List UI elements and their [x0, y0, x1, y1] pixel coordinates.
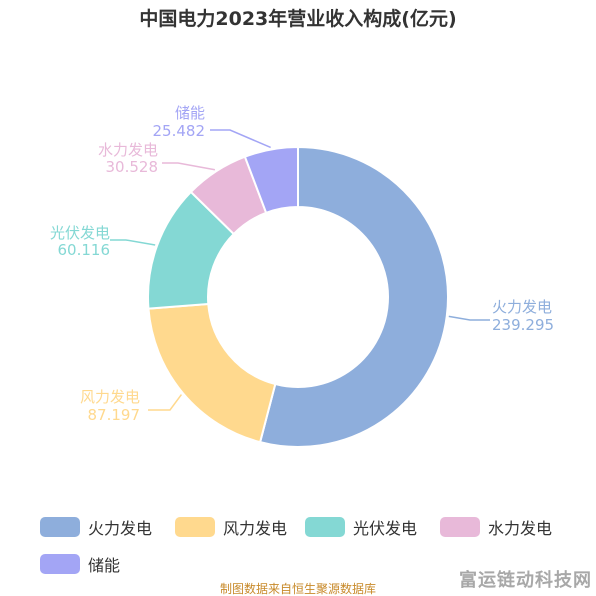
legend-label: 光伏发电: [353, 519, 418, 538]
slice-value-1: 239.295: [492, 316, 554, 334]
slice-label-3: 光伏发电: [50, 224, 110, 242]
legend-item-4[interactable]: 水力发电: [440, 515, 552, 539]
donut-slice-2[interactable]: [147, 302, 277, 444]
slice-label-1: 火力发电: [492, 298, 552, 316]
slice-label-4: 水力发电: [98, 141, 158, 159]
legend-item-1[interactable]: 火力发电: [40, 515, 152, 539]
chart-title: 中国电力2023年营业收入构成(亿元): [139, 8, 457, 30]
donut-slice-1[interactable]: [258, 145, 449, 448]
leader-line-5: [210, 129, 271, 149]
legend-item-3[interactable]: 光伏发电: [305, 515, 417, 539]
legend-swatch: [440, 517, 480, 537]
legend-item-2[interactable]: 风力发电: [175, 515, 287, 539]
legend-swatch: [40, 554, 80, 574]
legend-label: 火力发电: [88, 519, 153, 538]
legend-label: 风力发电: [223, 519, 288, 538]
legend-swatch: [305, 517, 345, 537]
legend-swatch: [40, 517, 80, 537]
slice-label-2: 风力发电: [80, 388, 140, 406]
slice-value-3: 60.116: [58, 241, 111, 259]
slice-value-4: 30.528: [106, 158, 159, 176]
slice-value-2: 87.197: [88, 406, 141, 424]
legend-label: 水力发电: [488, 519, 553, 538]
watermark: 富运链动科技网: [459, 570, 592, 591]
donut-slice-5[interactable]: [243, 145, 299, 215]
legend-swatch: [175, 517, 215, 537]
slice-label-5: 储能: [175, 104, 205, 122]
slice-value-5: 25.482: [153, 122, 206, 140]
source-note: 制图数据来自恒生聚源数据库: [219, 582, 376, 596]
leader-line-3: [110, 239, 156, 246]
legend-item-5[interactable]: 储能: [40, 552, 120, 576]
leader-line-1: [448, 315, 490, 321]
leader-line-2: [148, 394, 183, 411]
leader-line-4: [162, 162, 216, 171]
legend-label: 储能: [88, 556, 121, 575]
